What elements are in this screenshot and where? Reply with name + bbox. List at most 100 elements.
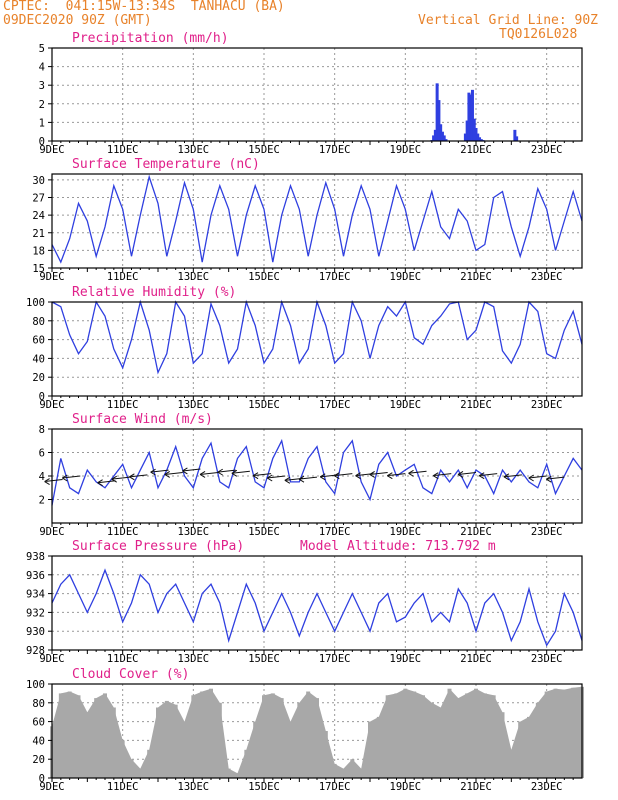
cloud-bar — [129, 759, 134, 778]
precip-bar — [444, 139, 448, 141]
y-tick-label: 930 — [26, 626, 45, 638]
x-tick-label: 23DEC — [531, 653, 563, 665]
y-tick-label: 100 — [26, 297, 45, 309]
wind-barb — [129, 474, 148, 478]
x-tick-label: 23DEC — [531, 399, 563, 411]
x-tick-label: 13DEC — [178, 144, 210, 156]
y-tick-label: 40 — [32, 353, 45, 365]
grid-line-note: Vertical Grid Line: 90Z — [418, 13, 599, 28]
cloud-bar — [553, 688, 558, 778]
panel-title: Precipitation (mm/h) — [72, 31, 229, 46]
wind-barb — [253, 473, 272, 477]
x-tick-label: 15DEC — [248, 399, 280, 411]
x-tick-label: 15DEC — [248, 526, 280, 538]
y-tick-label: 0 — [39, 136, 45, 148]
x-tick-label: 15DEC — [248, 271, 280, 283]
y-tick-label: 30 — [32, 175, 45, 187]
wind-barb — [217, 469, 236, 473]
cloud-bar — [262, 695, 266, 778]
wind-barb-head — [111, 475, 117, 483]
station-info: CPTEC: 041:15W-13:34S TANHACU (BA) — [3, 0, 285, 14]
cloud-bar — [253, 721, 258, 778]
x-tick-label: 19DEC — [390, 781, 422, 793]
wind-barb-head — [217, 468, 223, 476]
precip-bar — [470, 89, 474, 141]
wind-barb — [200, 471, 219, 475]
y-tick-label: 0 — [39, 391, 45, 403]
x-tick-label: 15DEC — [248, 144, 280, 156]
plot-frame — [51, 47, 583, 142]
cloud-bar — [332, 763, 337, 778]
y-tick-label: 80 — [32, 316, 45, 328]
wind-barb-head — [284, 476, 291, 484]
wind-barb — [182, 468, 201, 472]
precip-bar — [476, 133, 480, 141]
wind-barb-head — [252, 472, 259, 480]
x-tick-label: 11DEC — [107, 271, 139, 283]
y-tick-label: 936 — [26, 570, 45, 582]
x-tick-label: 21DEC — [460, 781, 492, 793]
y-tick-label: 40 — [32, 735, 45, 747]
cloud-bar — [535, 702, 540, 778]
y-tick-label: 4 — [39, 62, 45, 74]
x-tick-label: 17DEC — [319, 271, 351, 283]
x-tick-label: 11DEC — [107, 781, 139, 793]
x-tick-label: 9DEC — [39, 144, 64, 156]
cloud-bar — [341, 768, 346, 778]
y-tick-label: 80 — [32, 698, 45, 710]
x-tick-label: 9DEC — [39, 526, 64, 538]
cloud-bar — [323, 731, 328, 778]
wind-barb — [433, 473, 452, 477]
wind-barb-head — [334, 472, 340, 480]
precip-bar — [435, 83, 439, 141]
cloud-bar — [412, 691, 417, 778]
y-tick-label: 932 — [26, 607, 45, 619]
x-tick-label: 17DEC — [319, 526, 351, 538]
panel-title: Surface Temperature (nC) — [72, 157, 260, 172]
x-tick-label: 15DEC — [248, 653, 280, 665]
precip-bar — [513, 129, 517, 141]
x-tick-label: 9DEC — [39, 653, 64, 665]
x-tick-label: 11DEC — [107, 526, 139, 538]
x-tick-label: 15DEC — [248, 781, 280, 793]
y-tick-label: 1 — [39, 117, 45, 129]
precip-bar — [440, 131, 444, 141]
y-tick-label: 2 — [39, 99, 45, 111]
wind-barb-head — [231, 469, 238, 477]
panel-title: Cloud Cover (%) — [72, 667, 189, 682]
y-tick-label: 18 — [32, 245, 45, 257]
x-tick-label: 13DEC — [178, 653, 210, 665]
run-date: 09DEC2020 90Z (GMT) — [3, 13, 152, 28]
x-tick-label: 19DEC — [390, 144, 422, 156]
x-tick-label: 11DEC — [107, 144, 139, 156]
wind-barb-head — [369, 471, 375, 478]
cloud-bar — [350, 759, 355, 778]
cloud-bar — [465, 693, 470, 778]
page-header: CPTEC: 041:15W-13:34S TANHACU (BA) 09DEC… — [0, 0, 618, 48]
cloud-bar — [571, 687, 576, 778]
y-tick-label: 8 — [39, 424, 45, 436]
wind-barb — [334, 473, 353, 477]
series-line — [51, 438, 583, 506]
y-tick-label: 928 — [26, 645, 45, 657]
precip-bar — [467, 92, 471, 141]
wind-barb-head — [503, 473, 510, 481]
cloud-bar — [138, 768, 143, 778]
y-tick-label: 24 — [32, 210, 45, 222]
panel-subtitle: Model Altitude: 713.792 m — [300, 539, 496, 554]
cloud-bar — [270, 693, 275, 778]
x-tick-label: 11DEC — [107, 399, 139, 411]
cloud-bar — [156, 707, 160, 778]
wind-barb — [44, 479, 63, 483]
run-code: TQ0126L028 — [499, 27, 578, 42]
x-tick-label: 19DEC — [390, 653, 422, 665]
wind-barb-head — [457, 471, 464, 478]
x-tick-label: 17DEC — [319, 399, 351, 411]
wind-barb-head — [129, 473, 135, 481]
cloud-bar — [58, 693, 63, 778]
x-tick-label: 17DEC — [319, 781, 351, 793]
cloud-bar — [403, 688, 408, 778]
cloud-bar — [111, 707, 116, 778]
x-tick-label: 19DEC — [390, 399, 422, 411]
y-tick-label: 21 — [32, 228, 45, 240]
